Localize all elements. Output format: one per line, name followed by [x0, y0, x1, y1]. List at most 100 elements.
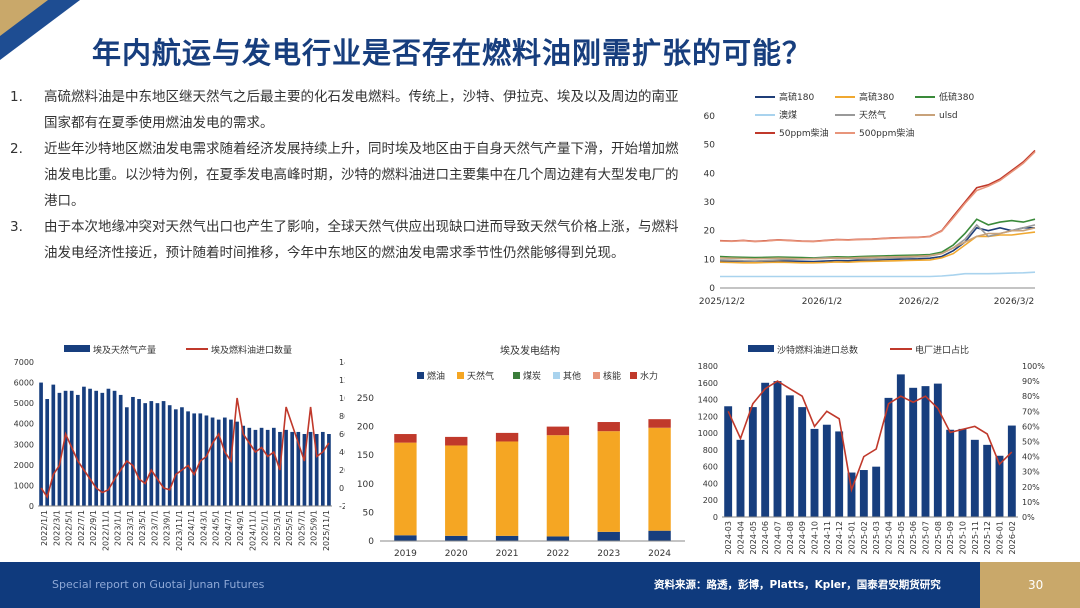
series-line [719, 151, 1036, 243]
y-tick-label: 150 [357, 451, 374, 461]
y-tick-label: 0 [709, 284, 715, 294]
corner-decoration-gold [0, 0, 48, 36]
x-tick-label: 2022/3/1 [52, 510, 61, 546]
bar [247, 427, 252, 506]
y2-tick-label: 400 [339, 448, 345, 457]
y-tick-label: 200 [357, 423, 374, 433]
y2-tick-label: 0 [339, 484, 344, 493]
x-tick-label: 2024-08 [786, 521, 795, 554]
y-tick-label: 10 [704, 255, 716, 265]
x-tick-label: 2021 [496, 549, 519, 559]
y2-tick-label: 1400 [339, 358, 345, 367]
bar [112, 390, 117, 506]
y2-tick-label: 600 [339, 430, 345, 439]
legend-label: 沙特燃料油进口总数 [777, 344, 858, 356]
bar [308, 431, 313, 506]
legend-label: 天然气 [467, 370, 494, 382]
x-tick-label: 2022/11/1 [101, 510, 110, 551]
bar [785, 395, 794, 517]
bar [859, 470, 868, 517]
y-tick-label: 4000 [14, 420, 34, 429]
bar [296, 431, 301, 506]
bar [736, 439, 745, 517]
bullet-text: 由于本次地缘冲突对天然气出口也产生了影响，全球天然气供应出现缺口进而导致天然气价… [44, 219, 679, 261]
y-tick-label: 400 [703, 479, 718, 488]
chart-title: 埃及发电结构 [500, 344, 560, 357]
y2-tick-label: 1000 [339, 394, 345, 403]
y2-tick-label: 80% [1022, 392, 1040, 401]
bar [75, 394, 80, 506]
page-number: 30 [1028, 578, 1044, 592]
egypt-gas-chart: 埃及天然气产量 埃及燃料油进口数量010002000300040005000600… [14, 344, 345, 551]
bar [724, 406, 733, 517]
bar [265, 429, 270, 506]
bar-segment [394, 434, 417, 443]
bar [302, 434, 307, 506]
bar [88, 388, 92, 506]
bar [284, 429, 288, 506]
y2-tick-label: 0% [1022, 513, 1035, 522]
bar [290, 431, 295, 506]
bullet-item: 1. 高硫燃料油是中东地区继天然气之后最主要的化石发电燃料。传统上，沙特、伊拉克、… [10, 84, 685, 136]
y2-tick-label: 30% [1022, 468, 1040, 477]
x-tick-label: 2026/1/2 [802, 297, 842, 307]
x-tick-label: 2024/7/1 [224, 510, 233, 546]
x-tick-label: 2025/9/1 [310, 510, 319, 546]
x-tick-label: 2023/9/1 [163, 510, 172, 546]
bar [995, 455, 1004, 517]
bar [57, 392, 62, 506]
y-tick-label: 20 [704, 227, 716, 237]
x-tick-label: 2025-09 [946, 521, 955, 554]
x-tick-label: 2023 [597, 549, 620, 559]
legend-label: ulsd [939, 111, 958, 121]
y-tick-label: 1600 [698, 379, 718, 388]
bar [131, 396, 135, 506]
x-tick-label: 2025-05 [897, 521, 906, 554]
y2-tick-label: 70% [1022, 407, 1040, 416]
y-tick-label: 1800 [698, 362, 718, 371]
y-tick-label: 1400 [698, 396, 718, 405]
bar [271, 427, 276, 506]
legend-label: 低硫380 [939, 91, 974, 103]
bullet-text: 近些年沙特地区燃油发电需求随着经济发展持续上升，同时埃及地区由于自身天然气产量下… [44, 141, 679, 209]
fuel-price-chart: 0 10 20 30 40 50 60 2025/12/2 2026/1/2 2026/2/2 20… [699, 91, 1036, 307]
bar-segment [445, 445, 468, 536]
bar-segment [394, 535, 417, 541]
y-tick-label: 50 [704, 141, 716, 151]
bar [835, 431, 844, 517]
y-tick-label: 0 [368, 537, 374, 547]
legend-label: 50ppm柴油 [779, 127, 829, 139]
bullet-list: 1. 高硫燃料油是中东地区继天然气之后最主要的化石发电燃料。传统上，沙特、伊拉克、… [10, 84, 685, 266]
series-line [720, 271, 1036, 278]
bar-segment [648, 530, 671, 541]
bar-segment [546, 435, 570, 537]
bar-segment [597, 531, 620, 541]
bar [124, 407, 129, 506]
bar [173, 409, 178, 506]
y-tick-label: 0 [713, 513, 718, 522]
bar [94, 390, 99, 506]
x-tick-label: 2025-03 [872, 521, 881, 554]
bullet-text: 高硫燃料油是中东地区继天然气之后最主要的化石发电燃料。传统上，沙特、伊拉克、埃及… [44, 89, 679, 131]
x-tick-label: 2026/2/2 [899, 297, 939, 307]
legend-label: 高硫180 [779, 91, 814, 103]
bar [798, 407, 807, 517]
x-tick-label: 2025-08 [934, 521, 943, 554]
x-tick-label: 2025/5/1 [285, 510, 294, 546]
x-tick-label: 2026-01 [996, 521, 1005, 554]
bar [118, 394, 123, 506]
bar-segment [546, 536, 570, 541]
y-tick-label: 0 [29, 502, 34, 511]
legend-label: 煤炭 [523, 370, 541, 382]
x-tick-label: 2025-07 [922, 521, 931, 554]
x-tick-label: 2025-04 [885, 521, 894, 554]
bar [51, 384, 56, 506]
x-tick-label: 2025-12 [983, 521, 992, 554]
bar [822, 424, 831, 517]
x-tick-label: 2024/5/1 [212, 510, 221, 546]
legend-swatch [748, 345, 774, 352]
bar [63, 390, 68, 506]
y-tick-label: 6000 [14, 379, 34, 388]
x-tick-label: 2023/5/1 [138, 510, 147, 546]
bar [204, 415, 209, 506]
